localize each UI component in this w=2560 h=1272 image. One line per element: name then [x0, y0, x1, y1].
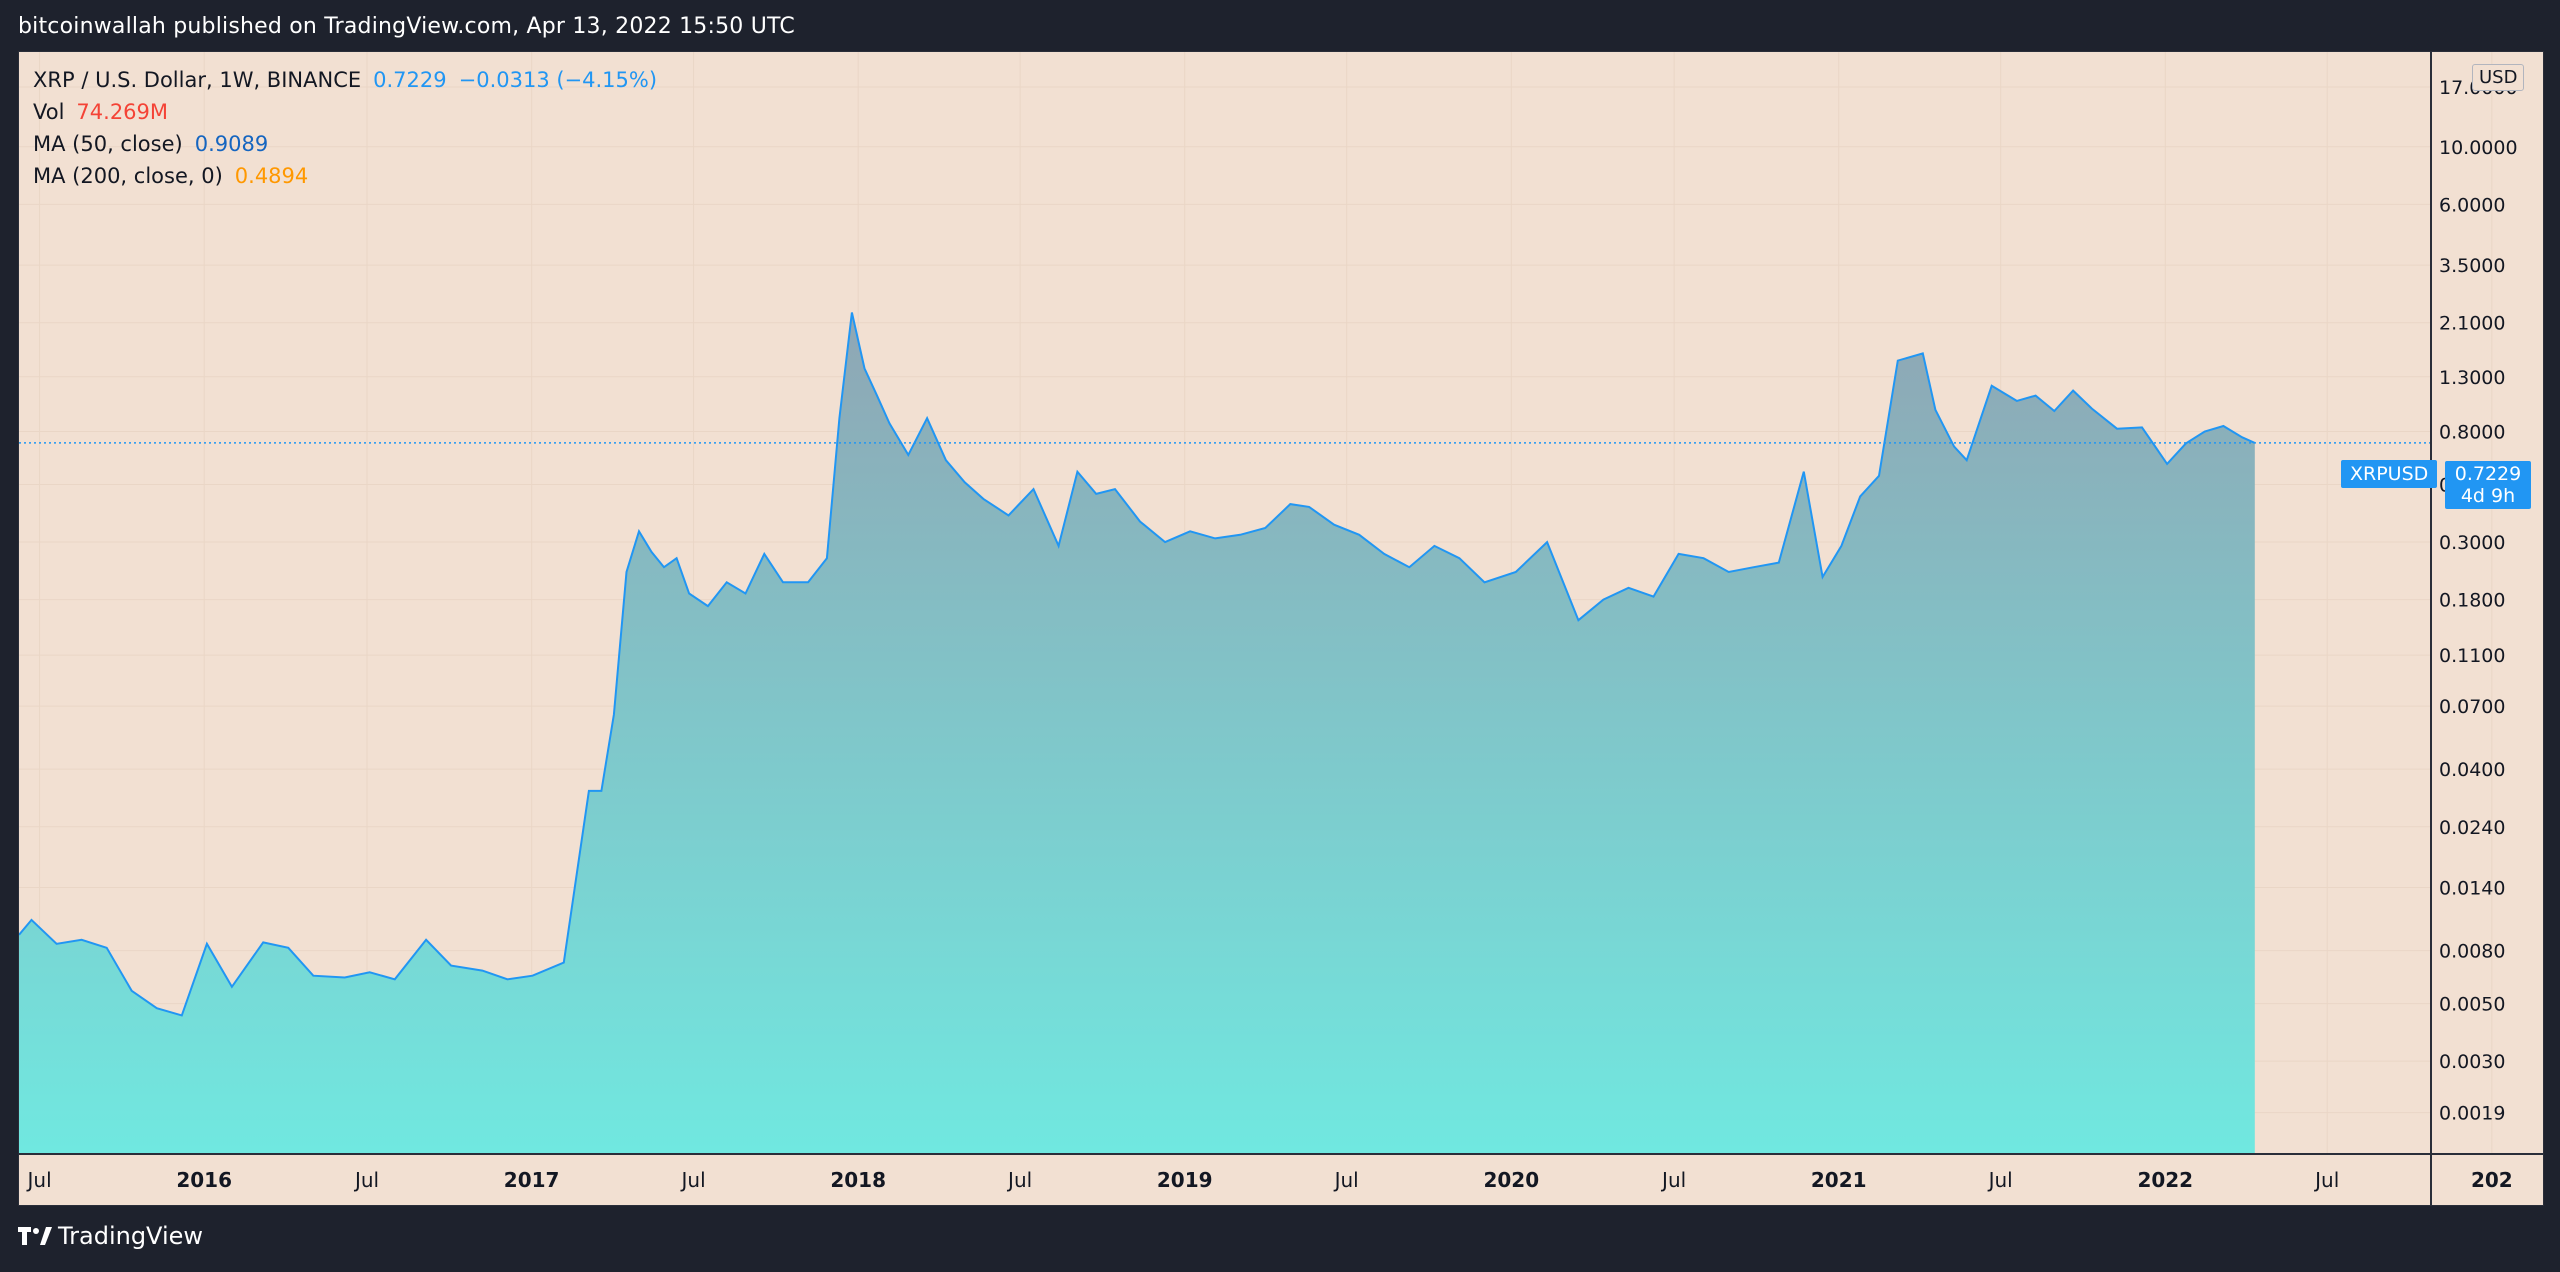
x-tick-label: Jul: [2313, 1168, 2339, 1192]
x-tick-label: Jul: [26, 1168, 52, 1192]
x-tick-label: Jul: [1660, 1168, 1686, 1192]
y-tick-label: 0.0400: [2439, 759, 2505, 781]
x-tick-label: 2021: [1811, 1168, 1867, 1192]
x-tick-label: 2016: [176, 1168, 232, 1192]
y-tick-label: 10.0000: [2439, 137, 2518, 159]
last-price: 0.7229: [373, 68, 447, 92]
x-tick-label: Jul: [1987, 1168, 2013, 1192]
price-tag-countdown: 4d 9h: [2460, 485, 2516, 507]
price-axis[interactable]: 17.000010.00006.00003.50002.10001.30000.…: [2439, 77, 2518, 1125]
tradingview-icon: [18, 1227, 52, 1245]
chart-legend: XRP / U.S. Dollar, 1W, BINANCE 0.7229 −0.0…: [33, 64, 669, 192]
y-tick-label: 0.0050: [2439, 994, 2505, 1016]
price-area-fill: [19, 312, 2255, 1154]
y-tick-label: 0.0030: [2439, 1051, 2505, 1073]
y-tick-label: 6.0000: [2439, 194, 2505, 216]
x-tick-label: 2020: [1483, 1168, 1539, 1192]
volume-label[interactable]: Vol: [33, 100, 65, 124]
x-tick-label: 2022: [2137, 1168, 2193, 1192]
volume-value: 74.269M: [76, 100, 169, 124]
ma200-label[interactable]: MA (200, close, 0): [33, 164, 223, 188]
y-tick-label: 0.8000: [2439, 422, 2505, 444]
x-tick-label: Jul: [1333, 1168, 1359, 1192]
y-tick-label: 0.0140: [2439, 878, 2505, 900]
x-tick-label: 202: [2471, 1168, 2513, 1192]
ma200-value: 0.4894: [234, 164, 309, 188]
x-tick-label: Jul: [680, 1168, 706, 1192]
y-tick-label: 0.0019: [2439, 1103, 2505, 1125]
y-tick-label: 0.1100: [2439, 645, 2505, 667]
ma50-value: 0.9089: [194, 132, 269, 156]
x-tick-label: 2018: [830, 1168, 886, 1192]
y-tick-label: 0.0080: [2439, 941, 2505, 963]
y-tick-label: 0.0700: [2439, 696, 2505, 718]
price-line: [19, 312, 2256, 1017]
x-tick-label: Jul: [353, 1168, 379, 1192]
currency-unit-label[interactable]: USD: [2472, 64, 2525, 91]
last-price-tag: 0.7229 4d 9h: [2445, 461, 2531, 509]
time-axis[interactable]: Jul 2016 Jul 2017 Jul 2018 Jul 2019 Jul 2020 Jul 20…: [26, 1168, 2513, 1192]
y-tick-label: 0.3000: [2439, 532, 2505, 554]
symbol-price-tag: XRPUSD: [2341, 460, 2438, 488]
symbol-title[interactable]: XRP / U.S. Dollar, 1W, BINANCE: [33, 68, 362, 92]
price-chart[interactable]: 17.000010.00006.00003.50002.10001.30000.…: [19, 52, 2543, 1205]
ma50-label[interactable]: MA (50, close): [33, 132, 183, 156]
published-by-header: bitcoinwallah published on TradingView.c…: [18, 14, 795, 39]
x-tick-label: 2017: [504, 1168, 560, 1192]
x-tick-label: 2019: [1157, 1168, 1213, 1192]
chart-pane[interactable]: 17.000010.00006.00003.50002.10001.30000.…: [18, 51, 2544, 1206]
y-tick-label: 1.3000: [2439, 367, 2505, 389]
y-tick-label: 2.1000: [2439, 313, 2505, 335]
x-tick-label: Jul: [1006, 1168, 1032, 1192]
y-tick-label: 3.5000: [2439, 255, 2505, 277]
price-change: −0.0313 (−4.15%): [458, 68, 658, 92]
price-tag-value: 0.7229: [2454, 463, 2522, 485]
y-tick-label: 0.0240: [2439, 817, 2505, 839]
y-tick-label: 0.1800: [2439, 590, 2505, 612]
tradingview-logo[interactable]: TradingView: [18, 1222, 203, 1250]
tradingview-brand: TradingView: [58, 1222, 204, 1250]
